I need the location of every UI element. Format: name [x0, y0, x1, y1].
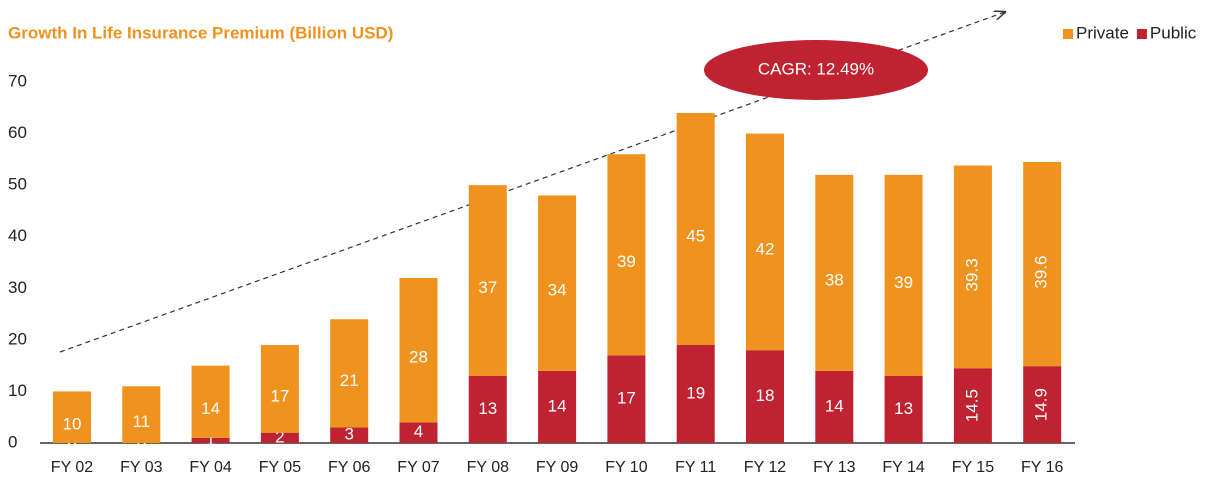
y-tick-label: 0 [8, 432, 17, 451]
value-label: 10 [63, 415, 82, 434]
value-label: 37 [478, 278, 497, 297]
legend-label: Private [1076, 23, 1129, 42]
y-tick-label: 60 [8, 123, 27, 142]
value-label: 39 [894, 273, 913, 292]
bar-segment [538, 370, 577, 443]
value-label: 1 [206, 430, 215, 449]
x-tick-label: FY 08 [467, 459, 510, 476]
bar-segment [330, 319, 369, 428]
x-tick-label: FY 09 [536, 459, 579, 476]
x-tick-label: FY 12 [744, 459, 787, 476]
bar-segment [191, 437, 230, 443]
legend: Private Public [1063, 23, 1197, 42]
y-tick-label: 50 [8, 175, 27, 194]
bar-segment [953, 368, 992, 443]
y-tick-label: 30 [8, 278, 27, 297]
value-label: 28 [409, 348, 428, 367]
value-label: 39.6 [1032, 256, 1051, 289]
x-tick-label: FY 03 [120, 459, 163, 476]
annotation: CAGR: 12.49% [758, 59, 874, 78]
value-label: 42 [756, 239, 775, 258]
bar-segment [122, 386, 161, 443]
annotation-bubble [704, 40, 928, 100]
bar-segment [191, 365, 230, 438]
y-tick-label: 10 [8, 381, 27, 400]
value-label: 11 [132, 412, 150, 431]
x-tick-label: FY 02 [51, 459, 94, 476]
y-tick-label: 20 [8, 329, 27, 348]
legend-swatch [1063, 29, 1073, 39]
value-label: 17 [617, 389, 636, 408]
value-label: 4 [414, 422, 423, 441]
x-tick-label: FY 06 [328, 459, 371, 476]
x-tick-label: FY 13 [813, 459, 856, 476]
x-tick-label: FY 10 [605, 459, 648, 476]
value-label: 14.5 [962, 389, 981, 422]
bar-segment [884, 375, 923, 443]
value-label: 18 [756, 386, 775, 405]
x-tick-label: FY 14 [882, 459, 925, 476]
bar-segment [676, 112, 715, 346]
value-label: 38 [825, 270, 844, 289]
x-tick-label: FY 15 [952, 459, 995, 476]
bar-segment [538, 195, 577, 371]
value-label: 2 [275, 427, 284, 446]
bar-segment [1023, 161, 1062, 367]
bar-segment [260, 345, 299, 433]
value-label: 13 [478, 399, 497, 418]
bar-segment [260, 432, 299, 443]
bar-segment [746, 350, 784, 443]
value-label: 14.9 [1032, 388, 1051, 421]
value-label: 13 [894, 399, 913, 418]
x-tick-label: FY 16 [1021, 459, 1064, 476]
x-tick-label: FY 07 [397, 459, 440, 476]
bar-segment [815, 370, 854, 443]
x-tick-label: FY 11 [675, 459, 716, 476]
bar-segment [607, 154, 646, 356]
value-label: 19 [686, 383, 705, 402]
bar-segment [884, 174, 923, 376]
bar-segment [815, 174, 854, 371]
bar-segment [953, 165, 992, 369]
value-label: 45 [686, 226, 705, 245]
legend-swatch [1136, 29, 1147, 39]
value-label: 21 [340, 371, 359, 390]
bar-segment [468, 375, 507, 443]
bar-segment [399, 277, 438, 423]
value-label: 17 [270, 386, 289, 405]
bar-segment [746, 133, 784, 351]
legend-label: Public [1150, 23, 1197, 42]
bar-segment [53, 391, 91, 443]
value-label: 14 [548, 396, 567, 415]
chart-title: Growth In Life Insurance Premium (Billio… [8, 23, 393, 42]
x-tick-label: FY 04 [189, 459, 232, 476]
bar-segment [607, 355, 646, 443]
value-label: 14 [201, 399, 220, 418]
value-label: 3 [344, 425, 353, 444]
bar-segment [676, 345, 715, 443]
bar-segment [399, 422, 438, 443]
bar-segment [468, 185, 507, 376]
value-label: 39.3 [962, 258, 981, 291]
y-tick-label: 70 [8, 71, 27, 90]
y-tick-label: 40 [8, 226, 27, 245]
value-label: 34 [548, 281, 567, 300]
value-label: 39 [617, 252, 636, 271]
bar-segment [1023, 366, 1062, 443]
bar-segment [330, 427, 369, 443]
value-label: 14 [825, 396, 844, 415]
x-tick-label: FY 05 [259, 459, 302, 476]
